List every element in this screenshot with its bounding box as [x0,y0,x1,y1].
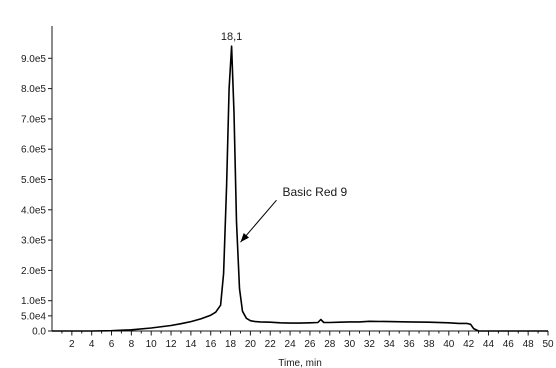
x-tick-label: 20 [245,339,257,350]
y-tick-label: 5.0e5 [21,175,46,186]
x-tick-label: 50 [542,339,554,350]
chart-axes [51,26,548,332]
y-tick-label: 2.0e5 [21,266,46,277]
x-tick-label: 32 [364,339,376,350]
compound-arrow [240,199,277,243]
x-tick-label: 44 [483,339,495,350]
y-tick-label: 0.0 [32,327,46,338]
x-axis-title: Time, min [278,358,322,368]
x-tick-label: 48 [523,339,535,350]
y-tick-label: 7.0e5 [21,114,46,125]
x-axis-ticks: 2 4 6 8 10 12 14 16 18 20 22 24 26 28 30 32 34 36 38 40 42 44… [61,331,554,350]
x-tick-label: 24 [285,339,297,350]
chromatogram-trace [52,45,548,332]
x-tick-label: 38 [423,339,435,350]
peak-retention-label: 18,1 [221,31,242,43]
y-tick-label: 1.0e5 [21,296,46,307]
y-tick-label: 8.0e5 [21,84,46,95]
compound-arrowhead [240,233,250,243]
x-tick-label: 34 [384,339,396,350]
y-tick-label: 3.0e5 [21,236,46,247]
x-tick-label: 46 [503,339,515,350]
x-tick-label: 10 [146,339,158,350]
x-tick-label: 14 [185,339,197,350]
x-tick-label: 16 [205,339,217,350]
x-tick-label: 8 [129,339,135,350]
x-tick-label: 12 [165,339,177,350]
x-tick-label: 42 [463,339,475,350]
x-tick-label: 6 [109,339,115,350]
x-tick-label: 22 [265,339,277,350]
y-tick-label: 5.0e4 [21,311,46,322]
compound-label: Basic Red 9 [283,185,348,199]
y-tick-label: 4.0e5 [21,205,46,216]
x-tick-label: 40 [443,339,455,350]
x-tick-label: 18 [225,339,237,350]
x-tick-label: 30 [344,339,356,350]
x-tick-label: 28 [324,339,336,350]
y-axis-ticks: 0.0 5.0e4 1.0e5 2.0e5 3.0e5 4.0e5 5.0e5 6.0e5 7.… [21,54,52,338]
x-tick-label: 2 [69,339,75,350]
y-tick-label: 9.0e5 [21,54,46,65]
x-tick-label: 4 [89,339,95,350]
x-tick-label: 36 [404,339,416,350]
y-tick-label: 6.0e5 [21,145,46,156]
x-tick-label: 26 [304,339,316,350]
